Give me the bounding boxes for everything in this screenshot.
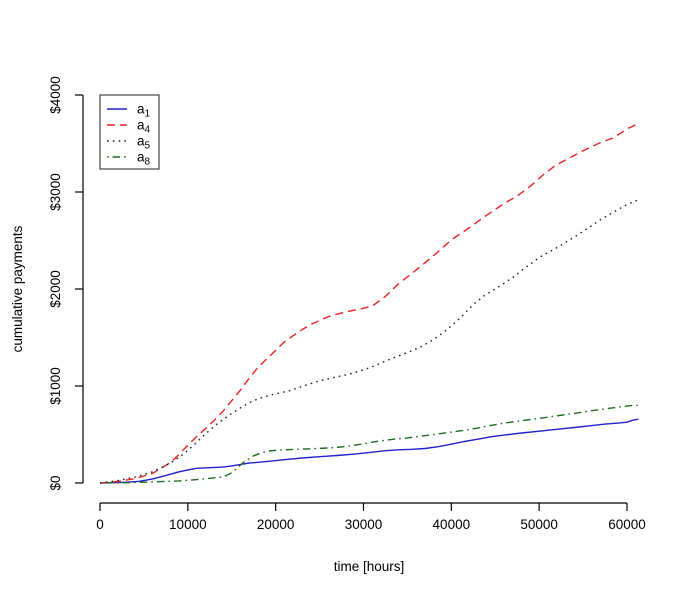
x-axis-title: time [hours] — [334, 559, 405, 574]
series-a4-line — [99, 122, 639, 484]
legend-entry-a1: a1 — [107, 102, 151, 120]
x-tick-label: 10000 — [169, 517, 207, 532]
series-a1-line — [99, 418, 639, 484]
x-tick-label: 20000 — [257, 517, 295, 532]
y-tick-label: $3000 — [48, 173, 63, 211]
legend-entry-a4: a4 — [107, 118, 151, 136]
x-tick-label: 50000 — [520, 517, 558, 532]
y-tick-label: $1000 — [48, 367, 63, 405]
axes-layer: $0 $1000 $2000 $3000 $4000 0 10000 20000 30000 40… — [48, 76, 646, 532]
x-tick-label: 40000 — [433, 517, 471, 532]
x-tick-label: 30000 — [345, 517, 383, 532]
legend-label-a1: a1 — [137, 102, 151, 120]
legend-entry-a5: a5 — [107, 134, 151, 152]
y-tick-label: $2000 — [48, 270, 63, 308]
legend-label-a5: a5 — [137, 134, 151, 152]
legend-entry-a8: a8 — [107, 150, 151, 168]
series-a8-line — [99, 404, 639, 484]
series-layer — [99, 122, 639, 484]
legend-label-a4: a4 — [137, 118, 151, 136]
y-tick-label: $4000 — [48, 76, 63, 114]
legend-label-a8: a8 — [137, 150, 151, 168]
x-tick-label: 0 — [96, 517, 104, 532]
legend-box — [99, 94, 160, 170]
y-tick-label: $0 — [48, 475, 63, 490]
series-a5-line — [99, 199, 639, 484]
y-axis-title: cumulative payments — [10, 225, 25, 352]
x-tick-label: 60000 — [608, 517, 646, 532]
